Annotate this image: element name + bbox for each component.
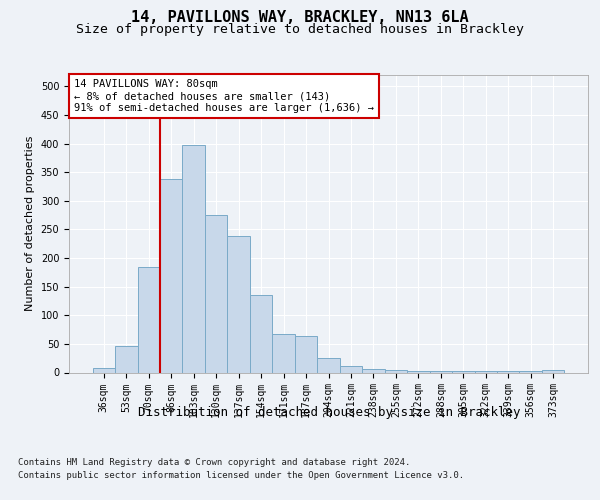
Text: Size of property relative to detached houses in Brackley: Size of property relative to detached ho… xyxy=(76,24,524,36)
Bar xyxy=(542,370,565,372)
Bar xyxy=(92,368,115,372)
Bar xyxy=(182,146,205,372)
Y-axis label: Number of detached properties: Number of detached properties xyxy=(25,136,35,312)
Bar xyxy=(340,366,362,372)
Bar xyxy=(317,358,340,372)
Bar xyxy=(497,371,520,372)
Bar xyxy=(205,215,227,372)
Bar xyxy=(452,371,475,372)
Bar xyxy=(227,236,250,372)
Bar xyxy=(295,336,317,372)
Text: 14 PAVILLONS WAY: 80sqm
← 8% of detached houses are smaller (143)
91% of semi-de: 14 PAVILLONS WAY: 80sqm ← 8% of detached… xyxy=(74,80,374,112)
Bar xyxy=(160,179,182,372)
Bar xyxy=(520,371,542,372)
Text: Distribution of detached houses by size in Brackley: Distribution of detached houses by size … xyxy=(137,406,520,419)
Bar xyxy=(115,346,137,372)
Bar xyxy=(250,296,272,372)
Text: 14, PAVILLONS WAY, BRACKLEY, NN13 6LA: 14, PAVILLONS WAY, BRACKLEY, NN13 6LA xyxy=(131,10,469,25)
Bar xyxy=(430,371,452,372)
Bar xyxy=(385,370,407,372)
Bar xyxy=(475,371,497,372)
Bar xyxy=(362,369,385,372)
Bar xyxy=(407,371,430,372)
Bar xyxy=(272,334,295,372)
Bar xyxy=(137,266,160,372)
Text: Contains public sector information licensed under the Open Government Licence v3: Contains public sector information licen… xyxy=(18,470,464,480)
Text: Contains HM Land Registry data © Crown copyright and database right 2024.: Contains HM Land Registry data © Crown c… xyxy=(18,458,410,467)
